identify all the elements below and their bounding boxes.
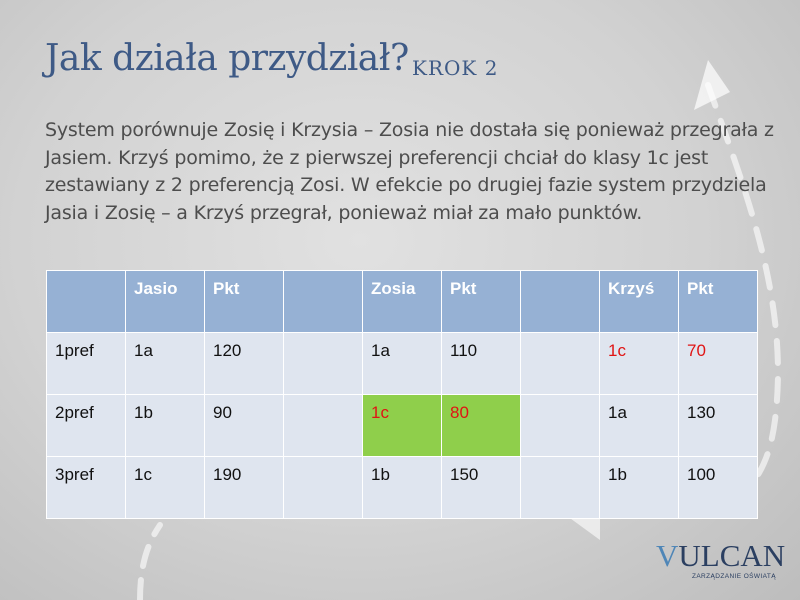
table-header-cell: Jasio — [125, 270, 205, 333]
table-header-cell: Krzyś — [599, 270, 679, 333]
table-cell: 1a — [125, 332, 205, 395]
vulcan-logo: VULCAN ZARZĄDZANIE OŚWIATĄ — [656, 538, 785, 580]
table-header-row: Jasio Pkt Zosia Pkt Krzyś Pkt — [46, 270, 758, 333]
table-cell-highlighted: 1c — [362, 394, 442, 457]
table-cell: 100 — [678, 456, 758, 519]
table-header-cell: Pkt — [204, 270, 284, 333]
table-cell: 1b — [599, 456, 679, 519]
slide-title: Jak działa przydział? — [45, 38, 409, 79]
table-cell — [520, 456, 600, 519]
slide-paragraph: System porównuje Zosię i Krzysia – Zosia… — [45, 119, 774, 224]
logo-rest: ULCAN — [678, 538, 786, 573]
table-cell: 1b — [125, 394, 205, 457]
table-cell-red: 70 — [678, 332, 758, 395]
table-header-cell: Pkt — [441, 270, 521, 333]
table-cell — [283, 332, 363, 395]
table-cell — [283, 456, 363, 519]
table-cell: 120 — [204, 332, 284, 395]
table-header-cell — [46, 270, 126, 333]
table-cell — [520, 394, 600, 457]
table-cell: 110 — [441, 332, 521, 395]
table-cell: 1pref — [46, 332, 126, 395]
table-cell — [520, 332, 600, 395]
table-cell: 1a — [599, 394, 679, 457]
table-header-cell — [520, 270, 600, 333]
slide-subtitle: KROK 2 — [412, 56, 499, 80]
table-cell: 3pref — [46, 456, 126, 519]
logo-first-letter: V — [656, 538, 679, 573]
preferences-table: Jasio Pkt Zosia Pkt Krzyś Pkt 1pref 1a 1… — [46, 270, 758, 519]
logo-tagline: ZARZĄDZANIE OŚWIATĄ — [691, 573, 776, 580]
table-cell: 150 — [441, 456, 521, 519]
table-cell: 90 — [204, 394, 284, 457]
table-row: 3pref 1c 190 1b 150 1b 100 — [46, 456, 758, 519]
table-header-cell: Pkt — [678, 270, 758, 333]
logo-wordmark: VULCAN — [656, 538, 785, 573]
table-cell-highlighted: 80 — [441, 394, 521, 457]
table-row: 2pref 1b 90 1c 80 1a 130 — [46, 394, 758, 457]
table-cell: 1a — [362, 332, 442, 395]
table-row: 1pref 1a 120 1a 110 1c 70 — [46, 332, 758, 395]
table-cell: 130 — [678, 394, 758, 457]
table-cell: 1b — [362, 456, 442, 519]
table-cell: 1c — [125, 456, 205, 519]
table-cell — [283, 394, 363, 457]
table-header-cell: Zosia — [362, 270, 442, 333]
table-cell: 190 — [204, 456, 284, 519]
table-header-cell — [283, 270, 363, 333]
table-cell: 2pref — [46, 394, 126, 457]
table-cell-red: 1c — [599, 332, 679, 395]
